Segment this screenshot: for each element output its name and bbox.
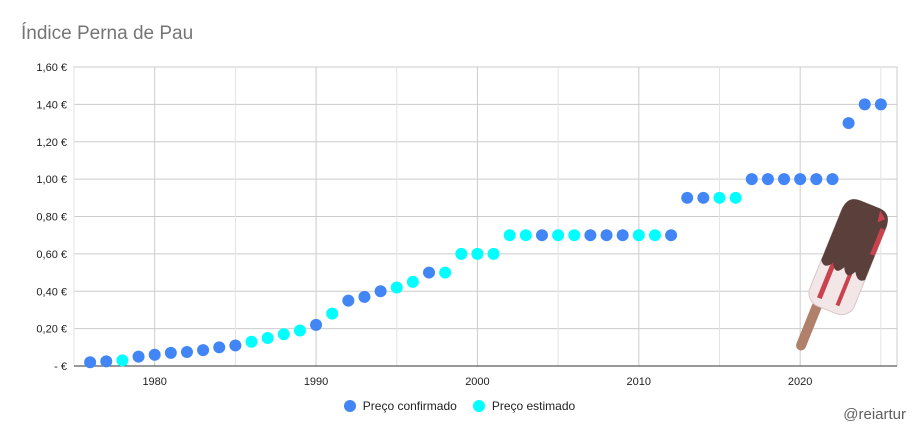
point-estimado	[293, 324, 306, 337]
point-estimado	[455, 247, 468, 260]
point-confirmado	[342, 294, 355, 307]
point-confirmado	[600, 229, 613, 242]
point-estimado	[487, 247, 500, 260]
point-estimado	[519, 229, 532, 242]
point-confirmado	[132, 350, 145, 363]
point-estimado	[729, 191, 742, 204]
point-confirmado	[164, 346, 177, 359]
y-tick-label: 1,00 €	[36, 174, 67, 186]
point-estimado	[277, 328, 290, 341]
point-confirmado	[535, 229, 548, 242]
x-tick-label: 1990	[304, 376, 328, 388]
point-confirmado	[745, 173, 758, 186]
x-tick-label: 2010	[627, 376, 651, 388]
point-confirmado	[874, 98, 887, 111]
y-tick-label: 1,40 €	[36, 99, 67, 111]
point-estimado	[713, 191, 726, 204]
point-confirmado	[374, 285, 387, 298]
point-estimado	[406, 275, 419, 288]
point-confirmado	[826, 173, 839, 186]
legend-item-confirmado: Preço confirmado	[343, 399, 457, 413]
point-confirmado	[213, 341, 226, 354]
y-tick-label: 0,80 €	[36, 212, 67, 224]
y-tick-label: - €	[54, 361, 67, 373]
point-estimado	[471, 247, 484, 260]
legend-swatch-estimado	[472, 400, 485, 412]
point-estimado	[245, 335, 258, 348]
x-tick-label: 2000	[465, 376, 489, 388]
legend-label-confirmado: Preço confirmado	[362, 399, 457, 413]
y-tick-label: 0,60 €	[36, 249, 67, 261]
point-confirmado	[310, 318, 323, 331]
point-confirmado	[697, 191, 710, 204]
point-confirmado	[358, 290, 371, 303]
point-confirmado	[794, 173, 807, 186]
point-estimado	[552, 229, 565, 242]
point-estimado	[568, 229, 581, 242]
point-estimado	[116, 354, 129, 367]
point-confirmado	[229, 339, 242, 352]
x-tick-label: 1980	[142, 376, 166, 388]
popsicle-icon	[796, 199, 888, 351]
point-confirmado	[197, 344, 210, 357]
y-tick-label: 1,20 €	[36, 137, 67, 149]
x-tick-label: 2020	[788, 376, 812, 388]
point-estimado	[503, 229, 516, 242]
point-estimado	[439, 266, 452, 279]
point-confirmado	[100, 355, 113, 368]
point-confirmado	[761, 173, 774, 186]
point-confirmado	[84, 356, 97, 369]
point-estimado	[648, 229, 661, 242]
point-confirmado	[148, 348, 161, 361]
point-confirmado	[778, 173, 791, 186]
point-confirmado	[423, 266, 436, 279]
legend: Preço confirmado Preço estimado	[0, 399, 919, 413]
point-estimado	[261, 331, 274, 344]
point-confirmado	[681, 191, 694, 204]
point-confirmado	[180, 345, 193, 358]
point-estimado	[632, 229, 645, 242]
legend-label-estimado: Preço estimado	[491, 399, 576, 413]
watermark: @reiartur	[843, 406, 906, 423]
point-confirmado	[665, 229, 678, 242]
point-confirmado	[616, 229, 629, 242]
point-estimado	[326, 307, 339, 320]
legend-swatch-confirmado	[343, 400, 356, 412]
legend-item-estimado: Preço estimado	[472, 399, 576, 413]
point-confirmado	[584, 229, 597, 242]
y-tick-label: 1,60 €	[36, 62, 67, 74]
y-tick-label: 0,40 €	[36, 286, 67, 298]
point-confirmado	[810, 173, 823, 186]
point-confirmado	[842, 117, 855, 130]
point-estimado	[390, 281, 403, 294]
point-confirmado	[858, 98, 871, 111]
y-tick-label: 0,20 €	[36, 324, 67, 336]
chart-title: Índice Perna de Pau	[21, 23, 194, 44]
